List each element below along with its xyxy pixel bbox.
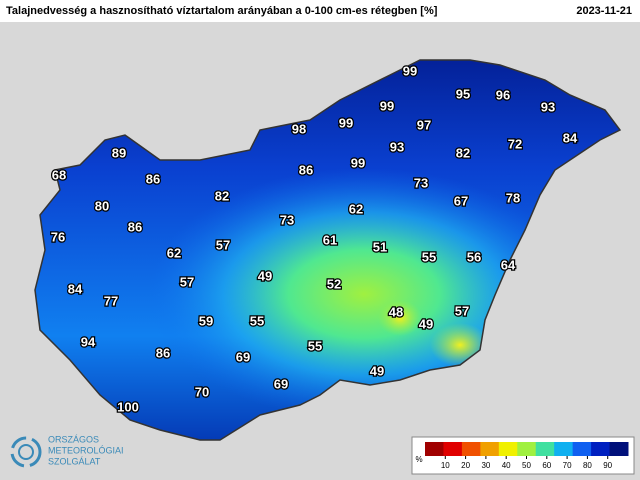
station-value: 99: [403, 63, 417, 78]
logo-text: ORSZÁGOS: [48, 434, 99, 444]
station-value: 69: [236, 349, 250, 364]
station-value: 97: [417, 117, 431, 132]
station-value: 86: [146, 171, 160, 186]
colorbar-segment: [480, 442, 500, 456]
legend-tick-label: 70: [563, 461, 572, 470]
station-value: 55: [422, 249, 436, 264]
station-value: 57: [180, 274, 194, 289]
logo: [10, 436, 42, 468]
station-value: 86: [128, 219, 142, 234]
station-value: 77: [104, 293, 118, 308]
station-value: 93: [390, 139, 404, 154]
station-value: 51: [373, 239, 387, 254]
station-value: 67: [454, 193, 468, 208]
logo-text: METEOROLÓGIAI: [48, 445, 124, 455]
colorbar-segment: [591, 442, 611, 456]
station-value: 64: [501, 257, 516, 272]
station-value: 78: [506, 190, 520, 205]
legend-tick-label: 60: [542, 461, 551, 470]
station-value: 95: [456, 86, 470, 101]
station-value: 49: [419, 316, 433, 331]
station-value: 69: [274, 376, 288, 391]
date: 2023-11-21: [576, 5, 632, 17]
station-value: 55: [250, 313, 264, 328]
station-value: 49: [370, 363, 384, 378]
colorbar-segment: [461, 442, 481, 456]
station-value: 49: [258, 268, 272, 283]
logo-text: SZOLGÁLAT: [48, 456, 101, 466]
station-value: 80: [95, 198, 109, 213]
colorbar-segment: [535, 442, 555, 456]
station-value: 73: [414, 175, 428, 190]
station-value: 82: [215, 188, 229, 203]
station-value: 72: [508, 136, 522, 151]
header-bar: [0, 0, 640, 22]
station-value: 99: [339, 115, 353, 130]
station-value: 76: [51, 229, 65, 244]
station-value: 98: [292, 121, 306, 136]
station-value: 93: [541, 99, 555, 114]
station-value: 55: [308, 338, 322, 353]
station-value: 89: [112, 145, 126, 160]
station-value: 84: [68, 281, 83, 296]
border: [34, 59, 622, 441]
station-value: 99: [380, 98, 394, 113]
station-value: 59: [199, 313, 213, 328]
station-value: 96: [496, 87, 510, 102]
station-value: 94: [81, 334, 96, 349]
colorbar-segment: [554, 442, 574, 456]
legend-tick-label: 90: [603, 461, 612, 470]
station-value: 62: [167, 245, 181, 260]
station-value: 84: [563, 130, 578, 145]
station-value: 73: [280, 212, 294, 227]
station-value: 48: [389, 304, 403, 319]
station-value: 57: [216, 237, 230, 252]
station-value: 52: [327, 276, 341, 291]
title: Talajnedvesség a hasznosítható víztartal…: [6, 5, 438, 17]
colorbar-segment: [498, 442, 518, 456]
legend-unit: %: [415, 455, 422, 464]
legend-tick-label: 40: [502, 461, 511, 470]
colorbar-segment: [609, 442, 629, 456]
station-value: 70: [195, 384, 209, 399]
station-value: 86: [156, 345, 170, 360]
colorbar-segment: [425, 442, 444, 456]
legend-tick-label: 10: [441, 461, 450, 470]
legend-tick-label: 30: [481, 461, 490, 470]
colorbar-segment: [443, 442, 463, 456]
legend-tick-label: 20: [461, 461, 470, 470]
legend-tick-label: 80: [583, 461, 592, 470]
station-value: 68: [52, 167, 66, 182]
legend-tick-label: 50: [522, 461, 531, 470]
station-value: 99: [351, 155, 365, 170]
colorbar-segment: [572, 442, 592, 456]
station-value: 57: [455, 303, 469, 318]
station-value: 56: [467, 249, 481, 264]
station-value: 82: [456, 145, 470, 160]
station-value: 61: [323, 232, 337, 247]
station-value: 62: [349, 201, 363, 216]
station-value: 86: [299, 162, 313, 177]
station-value: 100: [117, 399, 139, 414]
colorbar-segment: [517, 442, 537, 456]
